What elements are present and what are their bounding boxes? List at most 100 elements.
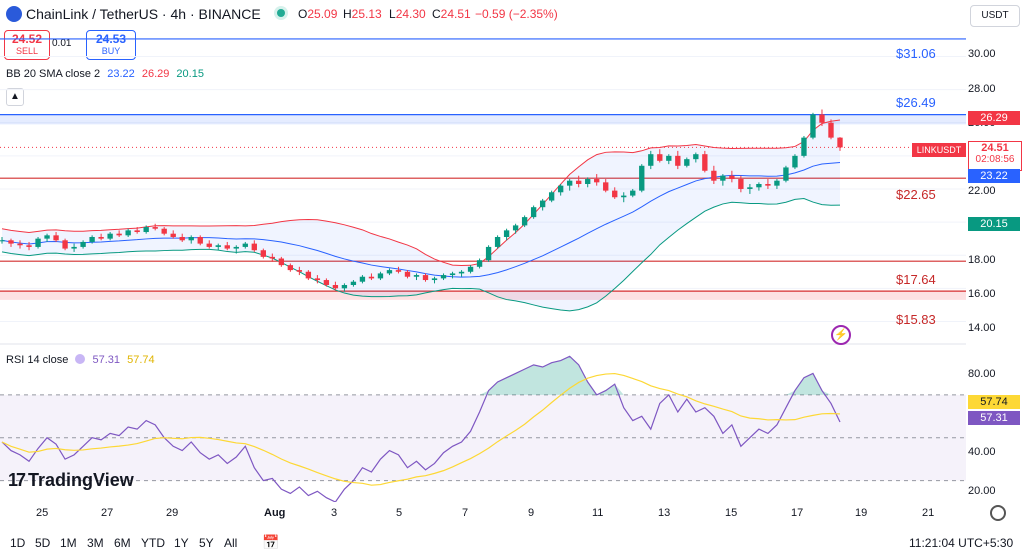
- price-tick: 22.00: [968, 185, 996, 197]
- candle-body: [170, 233, 176, 237]
- bb-upper-value: 26.29: [141, 68, 170, 80]
- candle-body: [476, 260, 483, 267]
- candle-body: [161, 228, 167, 234]
- timeframe-5d[interactable]: 5D: [35, 536, 51, 550]
- candle-body: [621, 195, 627, 198]
- rsi-tick: 80.00: [968, 368, 996, 380]
- candle-body: [206, 243, 212, 247]
- candle-body: [548, 192, 555, 201]
- candle-body: [143, 227, 149, 233]
- candle-body: [512, 225, 519, 231]
- candle-body: [89, 236, 95, 242]
- settings-gear-icon[interactable]: [990, 505, 1006, 521]
- candle-body: [657, 154, 663, 161]
- candle-body: [341, 285, 348, 289]
- timeframe-6m[interactable]: 6M: [114, 536, 131, 550]
- price-tick: 30.00: [968, 48, 996, 60]
- candle-body: [323, 280, 330, 286]
- candle-body: [449, 273, 456, 276]
- candle-body: [134, 230, 140, 233]
- bb-legend[interactable]: BB 20 SMA close 2 23.22 26.29 20.15: [6, 68, 204, 80]
- candle-body: [792, 155, 798, 168]
- candle-body: [783, 167, 789, 181]
- last-price-tag: 24.51 02:08:56: [968, 141, 1022, 171]
- chart-header: ChainLink / TetherUS · 4h · BINANCE O25.…: [0, 0, 966, 30]
- candle-body: [0, 240, 5, 242]
- candle-body: [215, 245, 221, 247]
- bb-basis-value: 23.22: [107, 68, 135, 80]
- bb-lower-tag: 20.15: [968, 217, 1020, 231]
- candle-body: [720, 175, 726, 181]
- collapse-legend-icon[interactable]: ▲: [6, 88, 24, 106]
- time-tick: 21: [922, 507, 935, 519]
- time-tick: 25: [36, 507, 49, 519]
- tradingview-logo[interactable]: 17 TradingView: [8, 470, 134, 491]
- tradingview-mark-icon: 17: [8, 470, 26, 490]
- spread-value: 0.01: [52, 38, 72, 49]
- price-tick: 16.00: [968, 288, 996, 300]
- timeframe-1m[interactable]: 1M: [60, 536, 77, 550]
- timeframe-1d[interactable]: 1D: [10, 536, 26, 550]
- time-tick: 15: [725, 507, 738, 519]
- bb-lower-value: 20.15: [176, 68, 204, 80]
- candle-body: [666, 155, 672, 161]
- candle-body: [116, 233, 122, 236]
- chainlink-logo-icon: [6, 6, 22, 22]
- alert-icon[interactable]: ⚡: [831, 325, 851, 345]
- ohlc-high: H25.13: [343, 7, 382, 21]
- candle-body: [756, 184, 762, 188]
- timeframe-5y[interactable]: 5Y: [199, 536, 214, 550]
- timeframe-all[interactable]: All: [224, 536, 238, 550]
- last-price: 24.51: [981, 142, 1009, 154]
- rsi-tag: 57.31: [968, 411, 1020, 425]
- candle-body: [603, 182, 609, 191]
- candle-body: [648, 154, 654, 166]
- calendar-icon[interactable]: 📅: [262, 534, 280, 550]
- candle-body: [332, 285, 339, 289]
- time-tick: 17: [791, 507, 804, 519]
- bb-upper-line: [1, 119, 841, 266]
- candle-body: [521, 217, 528, 226]
- candle-body: [431, 278, 438, 281]
- bb-label: BB 20 SMA close 2: [6, 68, 101, 80]
- candle-body: [594, 179, 600, 183]
- candle-body: [738, 179, 744, 189]
- price-tick: 18.00: [968, 254, 996, 266]
- time-tick: 19: [855, 507, 868, 519]
- candle-body: [467, 266, 474, 272]
- candle-body: [774, 180, 780, 186]
- support-zone: [0, 291, 966, 300]
- candle-body: [80, 241, 86, 247]
- candle-body: [233, 246, 239, 249]
- timeframe-ytd[interactable]: YTD: [141, 536, 165, 550]
- candle-body: [801, 137, 807, 156]
- ohlc-close: C24.51: [432, 7, 471, 21]
- timeframe-3m[interactable]: 3M: [87, 536, 104, 550]
- time-tick: 29: [166, 507, 179, 519]
- candle-body: [260, 250, 266, 257]
- candle-body: [98, 236, 104, 239]
- rsi-legend[interactable]: RSI 14 close 57.31 57.74: [6, 354, 155, 366]
- rsi-value: 57.31: [92, 354, 121, 366]
- resistance-zone: [0, 114, 966, 125]
- candle-body: [485, 246, 492, 261]
- candle-body: [377, 273, 384, 279]
- candle-body: [179, 236, 185, 241]
- currency-selector[interactable]: USDT: [970, 5, 1020, 27]
- candle-body: [107, 233, 113, 239]
- price-chart[interactable]: [0, 30, 966, 502]
- timeframe-1y[interactable]: 1Y: [174, 536, 189, 550]
- candle-body: [125, 230, 131, 236]
- candle-body: [747, 187, 753, 189]
- candle-body: [819, 114, 825, 123]
- candle-body: [305, 271, 312, 279]
- candle-body: [314, 278, 321, 281]
- candle-body: [458, 271, 465, 274]
- market-status-icon[interactable]: [277, 9, 285, 17]
- ohlc-open: O25.09: [298, 7, 338, 21]
- symbol-title[interactable]: ChainLink / TetherUS · 4h · BINANCE: [26, 6, 261, 22]
- candle-body: [557, 185, 564, 193]
- candle-body: [386, 270, 393, 274]
- bb-upper-tag: 26.29: [968, 111, 1020, 125]
- time-tick: 11: [592, 507, 604, 519]
